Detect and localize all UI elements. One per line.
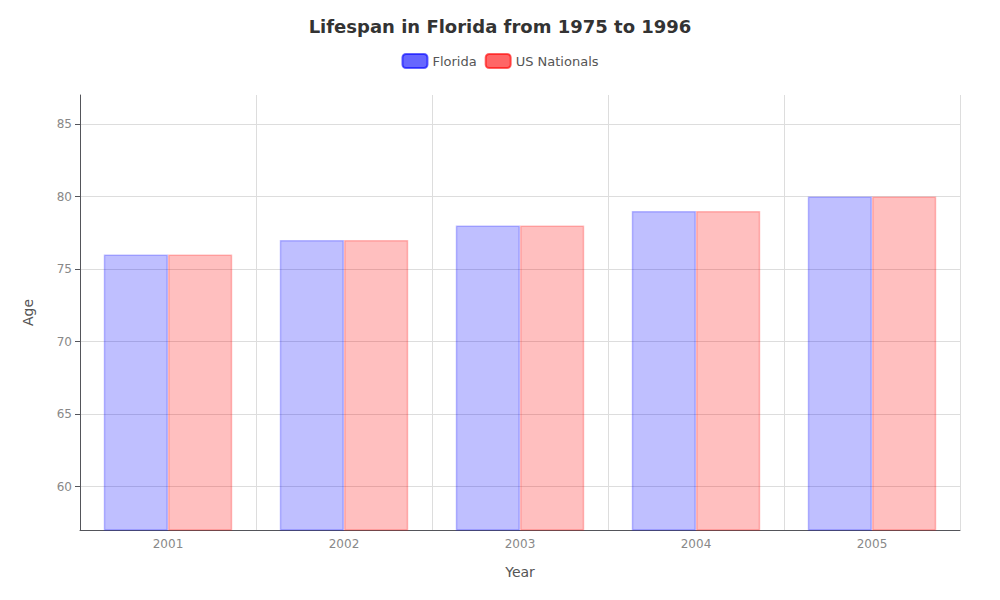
svg-text:Lifespan in Florida from 1975: Lifespan in Florida from 1975 to 1996 <box>309 16 692 37</box>
svg-text:2005: 2005 <box>857 537 888 551</box>
svg-text:75: 75 <box>57 262 72 276</box>
svg-text:US Nationals: US Nationals <box>516 54 599 69</box>
svg-text:60: 60 <box>57 480 72 494</box>
svg-text:2004: 2004 <box>681 537 712 551</box>
svg-text:2001: 2001 <box>153 537 184 551</box>
svg-text:Year: Year <box>504 564 535 580</box>
svg-text:2002: 2002 <box>329 537 360 551</box>
svg-text:Age: Age <box>20 299 36 326</box>
svg-text:2003: 2003 <box>505 537 536 551</box>
svg-text:70: 70 <box>57 335 72 349</box>
svg-text:80: 80 <box>57 190 72 204</box>
svg-text:85: 85 <box>57 117 72 131</box>
svg-text:65: 65 <box>57 407 72 421</box>
svg-text:Florida: Florida <box>432 54 476 69</box>
